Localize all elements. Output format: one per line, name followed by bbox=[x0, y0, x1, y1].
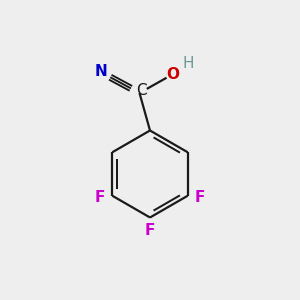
Text: F: F bbox=[195, 190, 206, 205]
Text: C: C bbox=[136, 83, 146, 98]
Text: H: H bbox=[182, 56, 194, 70]
Text: F: F bbox=[94, 190, 105, 205]
Text: N: N bbox=[94, 64, 107, 80]
Text: O: O bbox=[166, 67, 179, 82]
Text: F: F bbox=[145, 223, 155, 238]
